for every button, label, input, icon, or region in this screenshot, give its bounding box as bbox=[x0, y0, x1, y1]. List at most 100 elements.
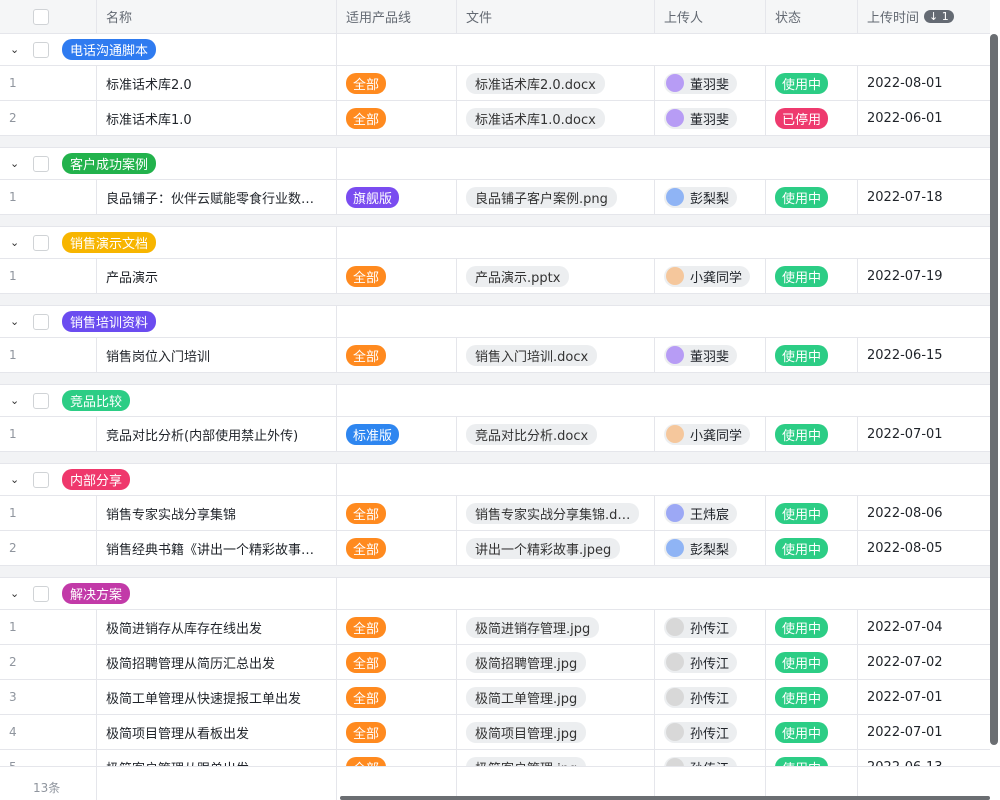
avatar bbox=[666, 504, 684, 522]
item-name[interactable]: 竞品对比分析(内部使用禁止外传) bbox=[106, 428, 299, 444]
file-attachment[interactable]: 极简招聘管理.jpg bbox=[466, 651, 587, 673]
group-checkbox[interactable] bbox=[33, 471, 49, 488]
uploader-chip[interactable]: 孙传江 bbox=[664, 651, 738, 673]
column-header-product[interactable]: 适用产品线 bbox=[337, 0, 457, 33]
table-row[interactable]: 1 良品铺子：伙伴云赋能零食行业数… 旗舰版 良品铺子客户案例.png 彭梨梨 … bbox=[0, 180, 990, 215]
group-tag: 解决方案 bbox=[62, 583, 131, 604]
uploader-chip[interactable]: 孙传江 bbox=[664, 686, 738, 708]
uploader-chip[interactable]: 董羽斐 bbox=[664, 72, 738, 94]
table-row[interactable]: 1 产品演示 全部 产品演示.pptx 小龚同学 使用中 2022-07-19 bbox=[0, 259, 990, 294]
table-row[interactable]: 2 极简招聘管理从简历汇总出发 全部 极简招聘管理.jpg 孙传江 使用中 20… bbox=[0, 645, 990, 680]
horizontal-scrollbar[interactable] bbox=[340, 796, 990, 800]
upload-time: 2022-07-01 bbox=[867, 426, 943, 442]
group-separator bbox=[0, 294, 990, 306]
table-row[interactable]: 4 极简项目管理从看板出发 全部 极简项目管理.jpg 孙传江 使用中 2022… bbox=[0, 715, 990, 750]
group-checkbox[interactable] bbox=[33, 392, 49, 409]
table-row[interactable]: 2 标准话术库1.0 全部 标准话术库1.0.docx 董羽斐 已停用 2022… bbox=[0, 101, 990, 136]
group-checkbox[interactable] bbox=[33, 234, 49, 251]
uploader-name: 孙传江 bbox=[690, 726, 730, 742]
uploader-chip[interactable]: 孙传江 bbox=[664, 616, 738, 638]
file-attachment[interactable]: 标准话术库2.0.docx bbox=[466, 72, 605, 94]
table-row[interactable]: 1 标准话术库2.0 全部 标准话术库2.0.docx 董羽斐 使用中 2022… bbox=[0, 66, 990, 101]
table-row[interactable]: 1 竞品对比分析(内部使用禁止外传) 标准版 竞品对比分析.docx 小龚同学 … bbox=[0, 417, 990, 452]
item-name[interactable]: 极简招聘管理从简历汇总出发 bbox=[106, 656, 276, 672]
file-attachment[interactable]: 销售专家实战分享集锦.d… bbox=[466, 502, 640, 524]
chevron-down-icon[interactable]: ⌄ bbox=[10, 473, 20, 486]
group-header[interactable]: ⌄ 销售培训资料 bbox=[0, 306, 990, 338]
row-number: 1 bbox=[0, 259, 97, 293]
file-attachment[interactable]: 讲出一个精彩故事.jpeg bbox=[466, 537, 621, 559]
uploader-chip[interactable]: 董羽斐 bbox=[664, 107, 738, 129]
item-name[interactable]: 良品铺子：伙伴云赋能零食行业数… bbox=[106, 191, 315, 207]
row-number: 1 bbox=[0, 180, 97, 214]
file-attachment[interactable]: 极简项目管理.jpg bbox=[466, 721, 587, 743]
chevron-down-icon[interactable]: ⌄ bbox=[10, 236, 20, 249]
select-all-checkbox[interactable] bbox=[33, 8, 49, 25]
item-name[interactable]: 销售岗位入门培训 bbox=[106, 349, 211, 365]
chevron-down-icon[interactable]: ⌄ bbox=[10, 157, 20, 170]
item-name[interactable]: 极简进销存从库存在线出发 bbox=[106, 621, 263, 637]
item-name[interactable]: 极简工单管理从快速提报工单出发 bbox=[106, 691, 302, 707]
avatar bbox=[666, 688, 684, 706]
file-attachment[interactable]: 极简进销存管理.jpg bbox=[466, 616, 600, 638]
upload-time: 2022-06-01 bbox=[867, 110, 943, 126]
item-name[interactable]: 标准话术库2.0 bbox=[106, 77, 192, 93]
file-attachment[interactable]: 竞品对比分析.docx bbox=[466, 423, 598, 445]
chevron-down-icon[interactable]: ⌄ bbox=[10, 315, 20, 328]
group-checkbox[interactable] bbox=[33, 155, 49, 172]
item-name[interactable]: 极简项目管理从看板出发 bbox=[106, 726, 250, 742]
group-checkbox[interactable] bbox=[33, 585, 49, 602]
column-header-time[interactable]: 上传时间 ↓ 1 bbox=[858, 0, 990, 33]
column-header-status[interactable]: 状态 bbox=[766, 0, 858, 33]
status-badge: 使用中 bbox=[775, 423, 829, 445]
group-checkbox[interactable] bbox=[33, 313, 49, 330]
uploader-chip[interactable]: 孙传江 bbox=[664, 721, 738, 743]
product-tag: 全部 bbox=[346, 344, 387, 366]
status-badge: 使用中 bbox=[775, 651, 829, 673]
column-header-uploader[interactable]: 上传人 bbox=[655, 0, 766, 33]
item-name[interactable]: 销售经典书籍《讲出一个精彩故事… bbox=[106, 542, 315, 558]
item-name[interactable]: 销售专家实战分享集锦 bbox=[106, 507, 237, 523]
group-header[interactable]: ⌄ 电话沟通脚本 bbox=[0, 34, 990, 66]
item-name[interactable]: 产品演示 bbox=[106, 270, 159, 286]
uploader-chip[interactable]: 彭梨梨 bbox=[664, 186, 738, 208]
uploader-chip[interactable]: 彭梨梨 bbox=[664, 537, 738, 559]
file-attachment[interactable]: 标准话术库1.0.docx bbox=[466, 107, 605, 129]
chevron-down-icon[interactable]: ⌄ bbox=[10, 587, 20, 600]
group-header[interactable]: ⌄ 客户成功案例 bbox=[0, 148, 990, 180]
row-number: 2 bbox=[0, 645, 97, 679]
sort-badge[interactable]: ↓ 1 bbox=[924, 10, 954, 23]
table-row[interactable]: 1 销售专家实战分享集锦 全部 销售专家实战分享集锦.d… 王炜宸 使用中 20… bbox=[0, 496, 990, 531]
uploader-chip[interactable]: 小龚同学 bbox=[664, 265, 751, 287]
vertical-scrollbar[interactable] bbox=[990, 34, 998, 745]
column-header-file[interactable]: 文件 bbox=[457, 0, 655, 33]
column-header-name[interactable]: 名称 bbox=[97, 0, 337, 33]
group-header[interactable]: ⌄ 内部分享 bbox=[0, 464, 990, 496]
uploader-chip[interactable]: 小龚同学 bbox=[664, 423, 751, 445]
status-badge: 使用中 bbox=[775, 344, 829, 366]
group-header[interactable]: ⌄ 销售演示文档 bbox=[0, 227, 990, 259]
table-row[interactable]: 1 销售岗位入门培训 全部 销售入门培训.docx 董羽斐 使用中 2022-0… bbox=[0, 338, 990, 373]
uploader-chip[interactable]: 王炜宸 bbox=[664, 502, 738, 524]
table-row[interactable]: 1 极简进销存从库存在线出发 全部 极简进销存管理.jpg 孙传江 使用中 20… bbox=[0, 610, 990, 645]
file-attachment[interactable]: 产品演示.pptx bbox=[466, 265, 570, 287]
item-name[interactable]: 标准话术库1.0 bbox=[106, 112, 192, 128]
group-header[interactable]: ⌄ 解决方案 bbox=[0, 578, 990, 610]
avatar bbox=[666, 188, 684, 206]
file-attachment[interactable]: 极简工单管理.jpg bbox=[466, 686, 587, 708]
avatar bbox=[666, 109, 684, 127]
chevron-down-icon[interactable]: ⌄ bbox=[10, 394, 20, 407]
row-number: 3 bbox=[0, 680, 97, 714]
chevron-down-icon[interactable]: ⌄ bbox=[10, 43, 20, 56]
table-row[interactable]: 3 极简工单管理从快速提报工单出发 全部 极简工单管理.jpg 孙传江 使用中 … bbox=[0, 680, 990, 715]
row-number: 1 bbox=[0, 496, 97, 530]
uploader-name: 小龚同学 bbox=[690, 270, 743, 286]
upload-time: 2022-07-18 bbox=[867, 189, 943, 205]
uploader-chip[interactable]: 董羽斐 bbox=[664, 344, 738, 366]
table-row[interactable]: 2 销售经典书籍《讲出一个精彩故事… 全部 讲出一个精彩故事.jpeg 彭梨梨 … bbox=[0, 531, 990, 566]
group-checkbox[interactable] bbox=[33, 41, 49, 58]
file-attachment[interactable]: 良品铺子客户案例.png bbox=[466, 186, 617, 208]
group-header[interactable]: ⌄ 竞品比较 bbox=[0, 385, 990, 417]
file-attachment[interactable]: 销售入门培训.docx bbox=[466, 344, 598, 366]
product-tag: 全部 bbox=[346, 72, 387, 94]
